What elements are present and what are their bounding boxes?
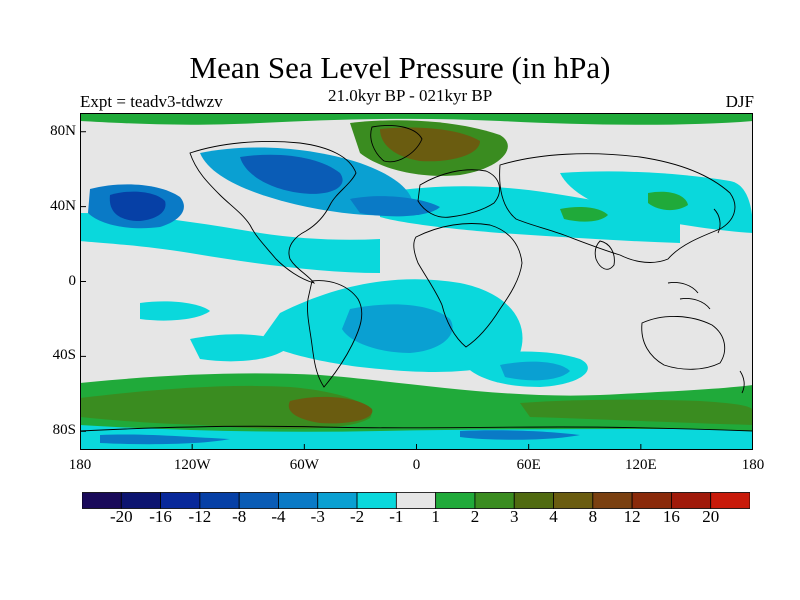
antarctic-low [100, 434, 230, 445]
lon-label: 120W [173, 457, 211, 473]
north-atlantic-low [380, 186, 680, 243]
indian-ocean-core [500, 361, 570, 381]
pressure-map [79, 113, 754, 450]
north-atlantic-mid-low [350, 196, 440, 217]
lon-label: 180 [741, 457, 765, 473]
north-america-coast [189, 141, 357, 284]
southern-ocean-band-east [520, 399, 753, 425]
antarctica-coast [79, 425, 754, 432]
lon-label: 60W [289, 457, 319, 473]
colorbar-label: 16 [662, 507, 680, 526]
colorbar-label: 20 [702, 507, 720, 526]
colorbar [81, 492, 751, 515]
colorbar-label: 4 [549, 507, 558, 526]
colorbar-label: -12 [188, 507, 212, 526]
antarctic-coast-anomaly [80, 425, 753, 450]
south-pacific-low [140, 301, 210, 321]
pressure-field [80, 113, 753, 450]
map-panel [79, 113, 754, 450]
east-asia-high [648, 191, 688, 211]
southern-ocean-band-strong [80, 385, 372, 429]
north-pacific-low-core [109, 191, 166, 221]
north-america-low-core [240, 154, 343, 194]
australia-coast [641, 315, 726, 370]
new-zealand-coast [739, 370, 745, 394]
time-period-label: 21.0kyr BP - 021kyr BP [328, 86, 493, 105]
europe-coast [417, 169, 501, 218]
southern-ocean-core [288, 396, 373, 424]
colorbar-label: 12 [623, 507, 641, 526]
colorbar-label: 8 [588, 507, 598, 526]
lat-label: 80N [50, 122, 76, 139]
arctic-high-core [380, 127, 480, 162]
japan-coast [713, 208, 721, 234]
colorbar-label: -3 [310, 507, 325, 526]
asia-coast [499, 153, 736, 263]
antarctic-low-2 [460, 430, 580, 440]
lon-label: 120E [624, 457, 657, 473]
colorbar-label: -20 [109, 507, 133, 526]
colorbar-label: 1 [431, 507, 440, 526]
colorbar-label: -1 [389, 507, 404, 526]
colorbar-label: -2 [349, 507, 365, 526]
lat-label: 40S [52, 347, 76, 364]
colorbar-label: -8 [232, 507, 247, 526]
colorbar-label: -4 [271, 507, 286, 526]
lon-label: 0 [412, 457, 421, 473]
colorbar-label: 2 [470, 507, 480, 526]
india-coast [594, 240, 615, 270]
south-pacific-low-2 [190, 334, 290, 362]
coastlines [79, 125, 754, 432]
lat-label: 0 [68, 272, 77, 289]
colorbar-boxes [81, 492, 751, 509]
experiment-label: Expt = teadv3-tdwzv [80, 92, 223, 111]
tropical-pacific-low [80, 213, 380, 273]
south-atlantic-core [342, 304, 453, 353]
south-america-coast [307, 280, 363, 388]
arctic-band [80, 113, 753, 125]
central-asia-high [560, 207, 608, 222]
lon-label: 180 [68, 457, 92, 473]
africa-coast [413, 223, 523, 348]
lon-label: 60E [516, 457, 541, 473]
map-title: Mean Sea Level Pressure (in hPa) [189, 50, 611, 85]
lat-label: 80S [52, 422, 76, 439]
colorbar-label: -16 [149, 507, 172, 526]
maritime-continent-coast [667, 282, 711, 310]
colorbar-label: 3 [509, 507, 519, 526]
season-label: DJF [725, 92, 754, 111]
lat-label: 40N [50, 197, 76, 214]
greenland-coast [370, 125, 423, 163]
